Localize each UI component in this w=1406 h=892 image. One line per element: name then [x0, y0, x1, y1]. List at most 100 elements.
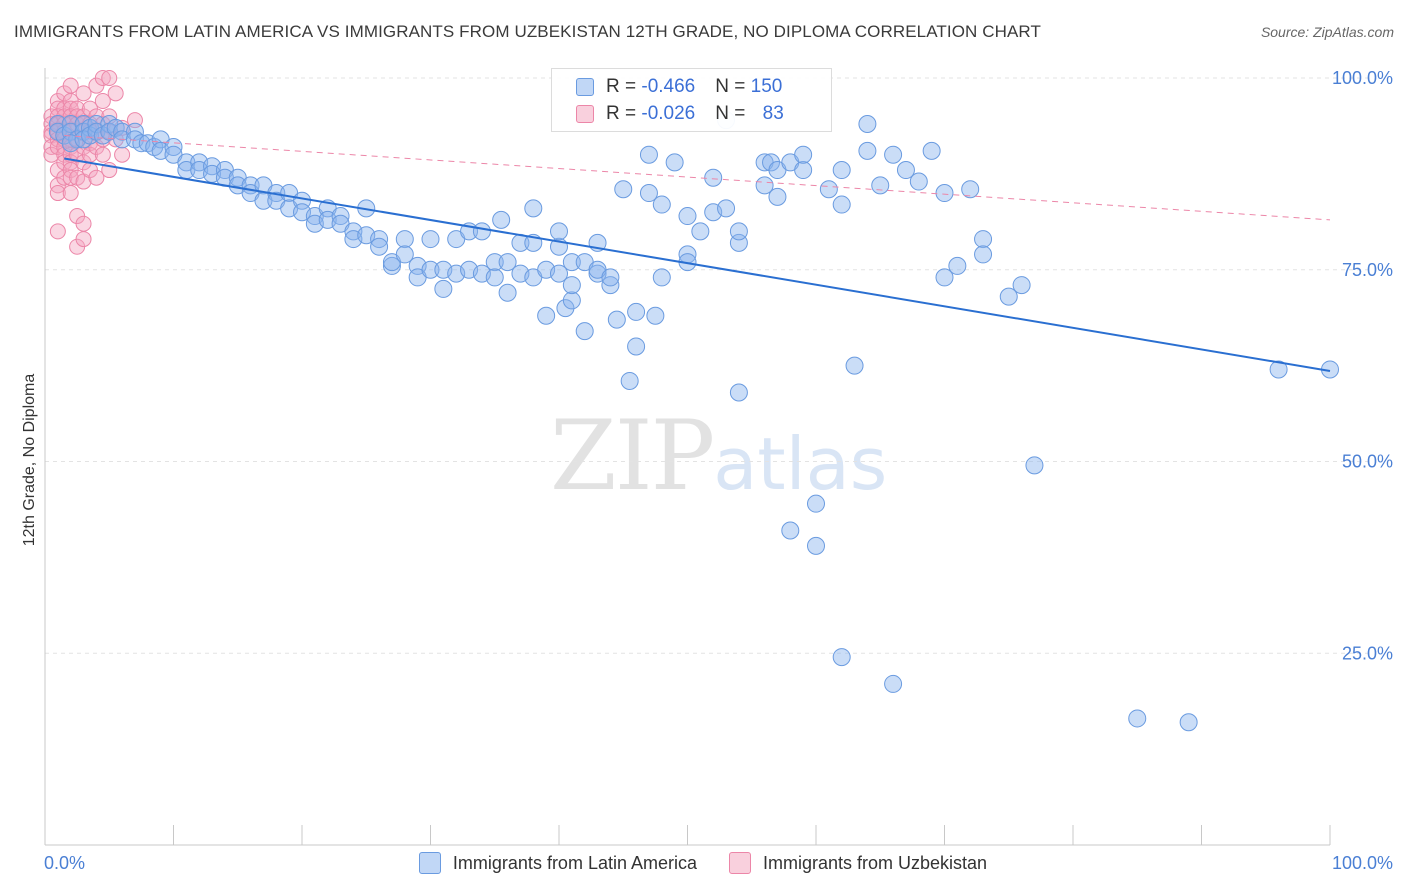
r-label: R = — [606, 76, 642, 97]
latin-america-point — [472, 222, 491, 241]
watermark: ZIPatlas — [550, 400, 887, 512]
latin-america-point — [665, 153, 684, 172]
latin-america-point — [807, 494, 825, 513]
latin-america-point — [607, 310, 626, 329]
legend-item-uzbekistan[interactable]: Immigrants from Uzbekistan — [729, 852, 987, 874]
latin-america-point — [556, 299, 575, 318]
latin-america-point — [1269, 360, 1288, 379]
latin-america-point — [858, 141, 877, 160]
latin-america-point — [537, 306, 556, 325]
latin-america-point — [498, 253, 517, 272]
latin-america-point — [620, 371, 639, 390]
latin-america-point — [627, 337, 646, 356]
uzbekistan-point — [75, 215, 92, 232]
latin-america-point — [999, 287, 1018, 306]
n-label: N = — [715, 76, 751, 97]
latin-america-point — [974, 230, 993, 249]
latin-america-point — [434, 279, 453, 298]
latin-america-point — [845, 356, 864, 375]
latin-america-point — [575, 322, 594, 341]
latin-america-point — [678, 207, 697, 226]
latin-america-point — [781, 521, 800, 540]
n-value: 150 — [750, 76, 783, 97]
latin-america-point — [562, 253, 581, 272]
latin-america-point — [762, 153, 781, 172]
stats-row-uzbekistan: R = -0.026 N = 83 — [552, 101, 784, 127]
watermark-atlas: atlas — [713, 422, 888, 506]
latin-america-point — [729, 222, 748, 241]
latin-america-point — [485, 268, 504, 287]
uzbekistan-point — [107, 85, 124, 102]
latin-america-point — [1012, 276, 1031, 295]
uzbekistan-legend-swatch — [729, 852, 751, 874]
latin-america-point — [871, 176, 890, 195]
latin-america-point — [768, 187, 787, 206]
latin-america-point — [922, 141, 941, 160]
chart-title: IMMIGRANTS FROM LATIN AMERICA VS IMMIGRA… — [14, 22, 1041, 41]
latin-america-point — [550, 264, 568, 283]
latin-america-point — [485, 253, 504, 272]
latin-america-point — [819, 180, 838, 199]
uzbekistan-point — [114, 146, 131, 163]
latin-america-point — [691, 222, 710, 241]
r-value: -0.026 — [641, 103, 696, 124]
latin-america-point — [884, 674, 903, 693]
latin-america-point — [652, 195, 671, 214]
latin-america-point — [646, 306, 665, 325]
stats-legend: R = -0.466 N = 150 R = -0.026 N = 83 — [551, 68, 832, 132]
latin-america-point — [498, 283, 517, 302]
latin-america-point — [370, 237, 389, 256]
latin-america-point — [639, 184, 658, 203]
latin-america-point — [1179, 713, 1198, 732]
latin-america-point — [755, 176, 774, 195]
latin-america-point — [704, 168, 723, 187]
uzbekistan-point — [49, 185, 66, 202]
latin-america-point — [550, 222, 568, 241]
latin-america-point — [639, 145, 658, 164]
latin-america-point — [794, 161, 813, 180]
x-tick-label: 0.0% — [44, 853, 85, 873]
uzbekistan-point — [94, 93, 111, 110]
latin-america-point — [421, 230, 440, 249]
latin-america-point — [909, 172, 928, 191]
latin-america-point — [807, 536, 825, 555]
latin-america-point — [421, 260, 440, 279]
latin-america-point — [627, 302, 646, 321]
latin-america-point — [395, 245, 414, 264]
legend-label: Immigrants from Latin America — [452, 852, 697, 873]
latin-america-point — [562, 276, 581, 295]
y-tick-label: 100.0% — [1332, 68, 1393, 88]
latin-america-point — [601, 276, 620, 295]
series-legend: Immigrants from Latin America Immigrants… — [0, 852, 1406, 874]
latin-america-point — [601, 268, 620, 287]
latin-america-trend-line — [64, 157, 1331, 372]
uzbekistan-point — [62, 185, 79, 202]
source-attribution: Source: ZipAtlas.com — [1260, 24, 1394, 40]
n-value: 83 — [762, 103, 784, 124]
latin-america-point — [331, 207, 350, 226]
latin-america-point — [832, 161, 851, 180]
latin-america-point — [524, 199, 543, 218]
legend-item-latin-america[interactable]: Immigrants from Latin America — [418, 852, 697, 874]
uzbekistan-point — [94, 70, 111, 86]
latin-america-point — [562, 291, 581, 310]
latin-america-point — [884, 145, 903, 164]
uzbekistan-point — [94, 146, 111, 163]
uzbekistan-point — [101, 70, 118, 86]
r-value: -0.466 — [641, 76, 696, 97]
latin-america-point — [794, 145, 813, 164]
latin-america-point — [614, 180, 633, 199]
latin-america-point — [652, 268, 671, 287]
stats-row-latin-america: R = -0.466 N = 150 — [552, 74, 782, 100]
latin-america-point — [935, 184, 954, 203]
uzbekistan-trend-line — [64, 135, 1331, 221]
uzbekistan-point — [49, 223, 66, 240]
latin-america-point — [729, 383, 748, 402]
latin-america-point — [395, 230, 414, 249]
latin-america-point — [974, 245, 993, 264]
latin-america-point — [948, 256, 967, 275]
latin-america-point — [961, 180, 980, 199]
latin-america-point — [492, 210, 511, 229]
latin-america-point — [1025, 456, 1044, 475]
